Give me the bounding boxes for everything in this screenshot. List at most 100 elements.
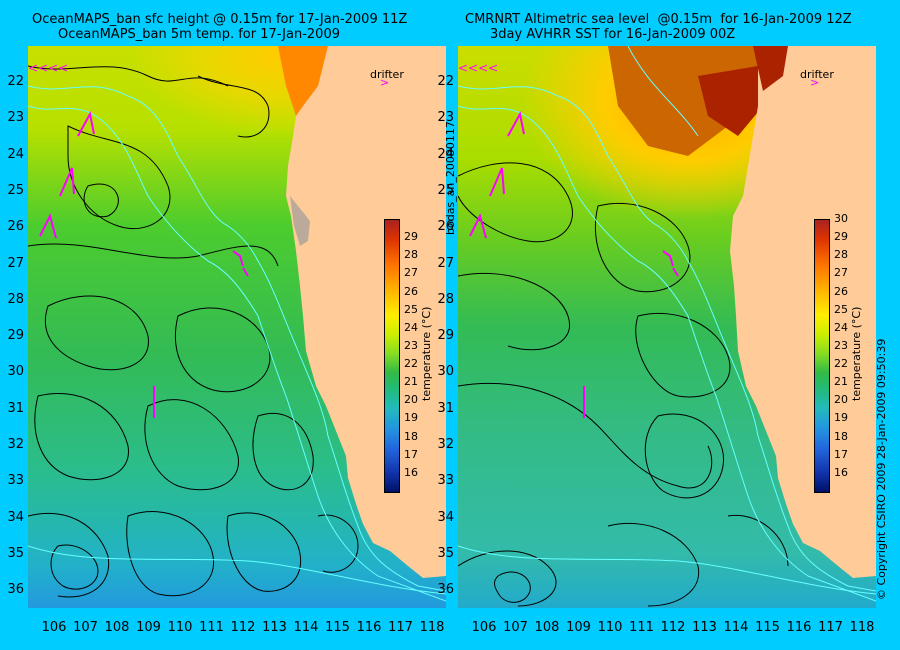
latitude-tick-label: 24 bbox=[437, 146, 454, 162]
left-title-line2: OceanMAPS_ban 5m temp. for 17-Jan-2009 bbox=[58, 27, 340, 42]
latitude-tick-label: 32 bbox=[437, 437, 454, 452]
latitude-tick-label: 25 bbox=[7, 182, 24, 198]
land-mass bbox=[730, 46, 876, 578]
latitude-tick-label: 29 bbox=[437, 328, 454, 344]
colorbar-tick-label: 20 bbox=[834, 393, 848, 407]
left-drifter-legend: drifter bbox=[370, 68, 404, 81]
longitude-tick-label: 110 bbox=[167, 620, 193, 635]
longitude-tick-label: 117 bbox=[818, 620, 843, 635]
colorbar-tick-label: 23 bbox=[834, 338, 848, 352]
longitude-tick-label: 109 bbox=[566, 620, 591, 635]
run-id-label: bodas_an_20090117 bbox=[444, 121, 457, 235]
inland-hot bbox=[698, 66, 763, 136]
colorbar-tick-label: 19 bbox=[404, 411, 418, 425]
svg-text:<<<<: <<<< bbox=[28, 61, 68, 75]
longitude-tick-label: 118 bbox=[419, 620, 445, 635]
colorbar-tick-label: 21 bbox=[834, 375, 848, 389]
longitude-tick-label: 115 bbox=[755, 620, 780, 635]
latitude-tick-label: 31 bbox=[7, 400, 24, 416]
latitude-tick-label: 30 bbox=[7, 364, 24, 380]
colorbar-tick-label: 27 bbox=[834, 266, 848, 280]
latitude-tick-label: 22 bbox=[437, 74, 454, 89]
latitude-tick-label: 33 bbox=[437, 473, 454, 489]
longitude-tick-label: 115 bbox=[325, 620, 350, 635]
latitude-tick-label: 34 bbox=[437, 509, 454, 525]
drifter-tracks bbox=[39, 111, 249, 418]
colorbar-tick-label: 24 bbox=[404, 320, 418, 334]
red-sea-north bbox=[278, 46, 328, 116]
left-map-panel: <<<< > drifter 16 17 18 19 20 21 22 23 24 25 26 27 2… bbox=[28, 46, 446, 608]
colorbar-tick-label: 20 bbox=[404, 393, 418, 407]
longitude-tick-label: 110 bbox=[597, 620, 623, 635]
longitude-tick-label: 117 bbox=[388, 620, 413, 635]
latitude-tick-label: 34 bbox=[7, 509, 24, 525]
latitude-tick-label: 26 bbox=[7, 219, 24, 235]
longitude-tick-label: 114 bbox=[723, 620, 749, 635]
longitude-tick-label: 106 bbox=[41, 620, 67, 635]
coast-red bbox=[753, 46, 788, 91]
latitude-tick-label: 36 bbox=[437, 582, 454, 598]
longitude-tick-label: 112 bbox=[230, 620, 256, 635]
right-colorbar bbox=[814, 219, 830, 493]
longitude-tick-label: 111 bbox=[199, 620, 224, 635]
colorbar-tick-label: 29 bbox=[404, 230, 418, 244]
colorbar-tick-label: 26 bbox=[834, 284, 848, 298]
colorbar-tick-label: 29 bbox=[834, 230, 848, 244]
colorbar-tick-label: 17 bbox=[834, 447, 848, 461]
latitude-tick-label: 30 bbox=[437, 364, 454, 380]
colorbar-tick-label: 25 bbox=[834, 302, 848, 316]
right-drifter-legend: drifter bbox=[800, 68, 834, 81]
colorbar-tick-label: 16 bbox=[404, 465, 418, 479]
bathymetry-lines bbox=[28, 85, 446, 602]
colorbar-tick-label: 16 bbox=[834, 465, 848, 479]
latitude-tick-label: 27 bbox=[7, 255, 24, 271]
longitude-tick-label: 113 bbox=[692, 620, 717, 635]
latitude-tick-label: 25 bbox=[437, 182, 454, 198]
latitude-tick-label: 33 bbox=[7, 473, 24, 489]
longitude-tick-label: 116 bbox=[356, 620, 382, 635]
colorbar-tick-label: 28 bbox=[834, 248, 848, 262]
colorbar-tick-label: 21 bbox=[404, 375, 418, 389]
colorbar-tick-label: 30 bbox=[834, 212, 848, 225]
drifter-markers: <<<< > bbox=[458, 61, 819, 89]
copyright-label: © Copyright CSIRO 2009 28-Jan-2009 09:50… bbox=[875, 338, 888, 600]
gulf-shape bbox=[290, 196, 310, 246]
latitude-tick-label: 23 bbox=[7, 110, 24, 126]
latitude-tick-label: 32 bbox=[7, 437, 24, 452]
drifter-tracks bbox=[469, 111, 679, 418]
sea-level-contours bbox=[28, 65, 359, 598]
colorbar-tick-label: 19 bbox=[834, 411, 848, 425]
colorbar-tick-label: 23 bbox=[404, 338, 418, 352]
colorbar-tick-label: 17 bbox=[404, 447, 418, 461]
longitude-tick-label: 109 bbox=[136, 620, 161, 635]
latitude-tick-label: 35 bbox=[437, 545, 454, 561]
latitude-tick-label: 28 bbox=[437, 291, 454, 307]
latitude-tick-label: 31 bbox=[437, 400, 454, 416]
longitude-tick-label: 118 bbox=[849, 620, 875, 635]
right-map-panel: <<<< > drifter 16 17 18 19 20 21 22 23 24 25 26 27 2… bbox=[458, 46, 876, 608]
bathymetry-lines bbox=[458, 46, 876, 602]
right-colorbar-label: temperature (°C) bbox=[850, 306, 863, 401]
right-map: <<<< > bbox=[458, 46, 876, 608]
svg-text:<<<<: <<<< bbox=[458, 61, 498, 75]
longitude-tick-label: 108 bbox=[534, 620, 560, 635]
latitude-tick-label: 23 bbox=[437, 110, 454, 126]
longitude-tick-label: 111 bbox=[629, 620, 654, 635]
colorbar-tick-label: 22 bbox=[834, 357, 848, 371]
longitude-tick-label: 114 bbox=[293, 620, 319, 635]
left-colorbar bbox=[384, 219, 400, 493]
latitude-tick-label: 26 bbox=[437, 219, 454, 235]
longitude-tick-label: 107 bbox=[503, 620, 528, 635]
colorbar-tick-label: 26 bbox=[404, 284, 418, 298]
colorbar-tick-label: 28 bbox=[404, 248, 418, 262]
left-map: <<<< > bbox=[28, 46, 446, 608]
colorbar-tick-label: 27 bbox=[404, 266, 418, 280]
colorbar-tick-label: 18 bbox=[834, 429, 848, 443]
longitude-tick-label: 113 bbox=[262, 620, 287, 635]
colorbar-tick-label: 25 bbox=[404, 302, 418, 316]
colorbar-tick-label: 18 bbox=[404, 429, 418, 443]
longitude-tick-label: 116 bbox=[786, 620, 812, 635]
longitude-tick-label: 112 bbox=[660, 620, 686, 635]
colorbar-tick-label: 24 bbox=[834, 320, 848, 334]
latitude-tick-label: 24 bbox=[7, 146, 24, 162]
